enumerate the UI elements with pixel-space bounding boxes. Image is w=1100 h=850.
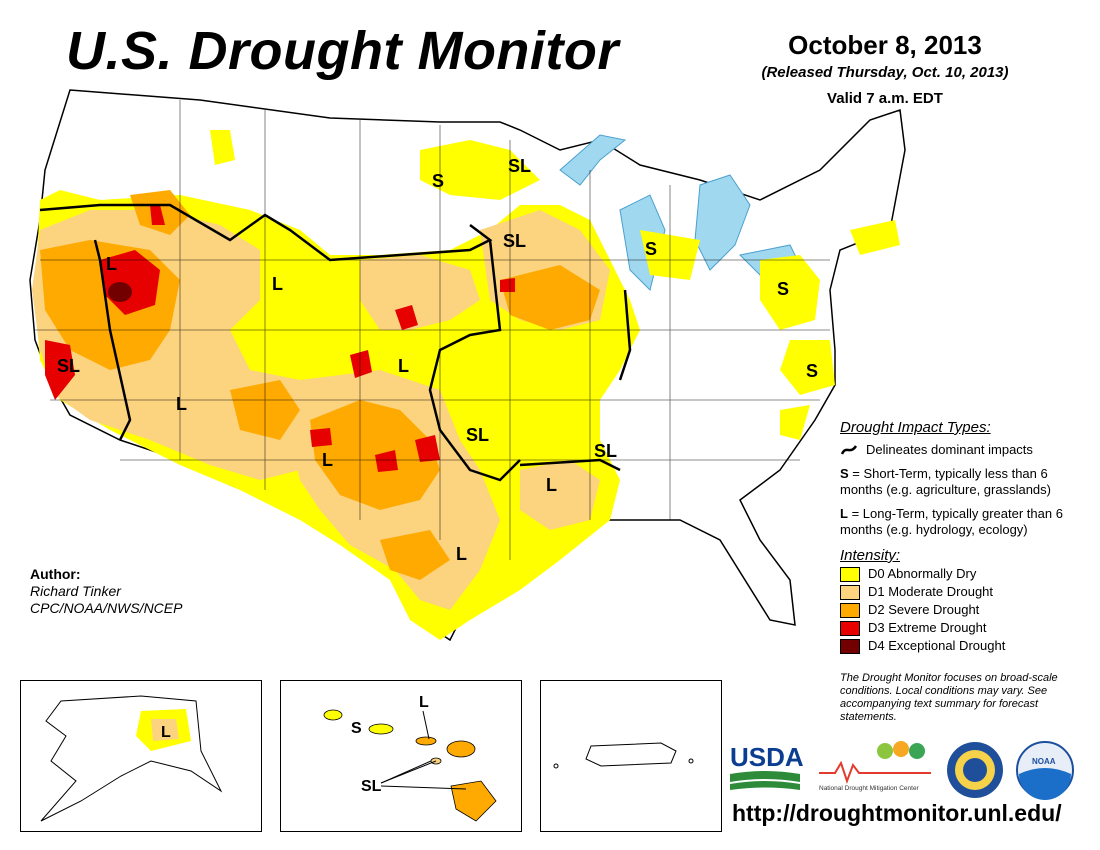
short-term-entry: S = Short-Term, typically less than 6 mo… [840, 466, 1090, 498]
map-date: October 8, 2013 [788, 30, 982, 60]
commerce-seal-icon [945, 740, 1005, 800]
author-org: CPC/NOAA/NWS/NCEP [30, 600, 183, 616]
hawaii-map: L S SL [323, 694, 497, 822]
intensity-levels: D0 Abnormally Dry D1 Moderate Drought D2… [840, 566, 1090, 654]
svg-text:NOAA: NOAA [1032, 757, 1056, 766]
usda-logo: USDA [728, 738, 803, 792]
label-nv-l: L [106, 254, 117, 274]
label-tx-l: L [456, 544, 467, 564]
disclaimer-note: The Drought Monitor focuses on broad-sca… [840, 672, 1058, 723]
d2-label: D2 Severe Drought [868, 602, 980, 617]
intensity-row-d1: D1 Moderate Drought [840, 584, 1090, 600]
label-nm-l: L [322, 450, 333, 470]
website-link[interactable]: http://droughtmonitor.unl.edu/ [732, 800, 1062, 826]
intensity-row-d3: D3 Extreme Drought [840, 620, 1090, 636]
legend: Drought Impact Types: Delineates dominan… [840, 420, 1090, 654]
d4-label: D4 Exceptional Drought [868, 638, 1006, 653]
impact-types-heading: Drought Impact Types: [840, 419, 991, 436]
author-name: Richard Tinker [30, 583, 121, 599]
short-term-code: S [840, 466, 849, 481]
ndmc-icon: National Drought Mitigation Center [819, 741, 931, 792]
label-hi-l: L [419, 694, 429, 711]
label-pa-s: S [777, 279, 789, 299]
d3-swatch [840, 620, 860, 636]
label-co-l: L [398, 356, 409, 376]
intensity-heading: Intensity: [840, 547, 901, 564]
author-block: Author: Richard Tinker CPC/NOAA/NWS/NCEP [30, 566, 182, 617]
alaska-map: L [40, 695, 223, 822]
state-borders [35, 100, 830, 560]
usda-icon: USDA [730, 742, 803, 790]
delineates-row: Delineates dominant impacts [840, 442, 1090, 458]
intensity-row-d2: D2 Severe Drought [840, 602, 1090, 618]
label-mi-s: S [645, 239, 657, 259]
d1-swatch [840, 584, 860, 600]
label-ut-l: L [176, 394, 187, 414]
delineation-line-icon [840, 445, 858, 455]
noaa-logo: NOAA [1015, 740, 1075, 800]
label-mt-l: L [272, 274, 283, 294]
puerto-rico-inset [540, 680, 722, 832]
d4-swatch [840, 638, 860, 654]
d2-swatch [840, 602, 860, 618]
map-title: U.S. Drought Monitor [66, 21, 619, 81]
noaa-icon: NOAA [1016, 741, 1074, 800]
short-term-text: = Short-Term, typically less than 6 mont… [840, 466, 1051, 497]
label-mn-south-sl: SL [503, 231, 526, 251]
intensity-row-d0: D0 Abnormally Dry [840, 566, 1090, 582]
d3-label: D3 Extreme Drought [868, 620, 987, 635]
d1-label: D1 Moderate Drought [868, 584, 994, 599]
ndmc-logo: National Drought Mitigation Center [815, 735, 935, 795]
label-ks-sl: SL [466, 425, 489, 445]
label-ak-l: L [161, 724, 171, 741]
label-ca-sl: SL [57, 356, 80, 376]
long-term-entry: L = Long-Term, typically greater than 6 … [840, 506, 1090, 538]
author-label: Author: [30, 566, 81, 582]
label-ar-l: L [546, 475, 557, 495]
svg-text:USDA: USDA [730, 742, 803, 772]
label-hi-s: S [351, 720, 362, 737]
valid-time: Valid 7 a.m. EDT [827, 90, 943, 107]
delineates-label: Delineates dominant impacts [866, 442, 1033, 457]
label-va-s: S [806, 361, 818, 381]
svg-text:National Drought Mitigation Ce: National Drought Mitigation Center [819, 785, 920, 792]
d0-label: D0 Abnormally Dry [868, 566, 977, 581]
release-date: (Released Thursday, Oct. 10, 2013) [761, 64, 1009, 81]
d4-exceptional-drought-areas [108, 282, 132, 302]
long-term-code: L [840, 506, 848, 521]
d0-swatch [840, 566, 860, 582]
label-hi-sl: SL [361, 778, 382, 795]
label-nd-s: S [432, 171, 444, 191]
hawaii-inset: L S SL [280, 680, 522, 832]
label-ms-sl: SL [594, 441, 617, 461]
intensity-row-d4: D4 Exceptional Drought [840, 638, 1090, 654]
label-mn-north-sl: SL [508, 156, 531, 176]
puerto-rico-map [553, 742, 694, 769]
long-term-text: = Long-Term, typically greater than 6 mo… [840, 506, 1063, 537]
alaska-inset: L [20, 680, 262, 832]
